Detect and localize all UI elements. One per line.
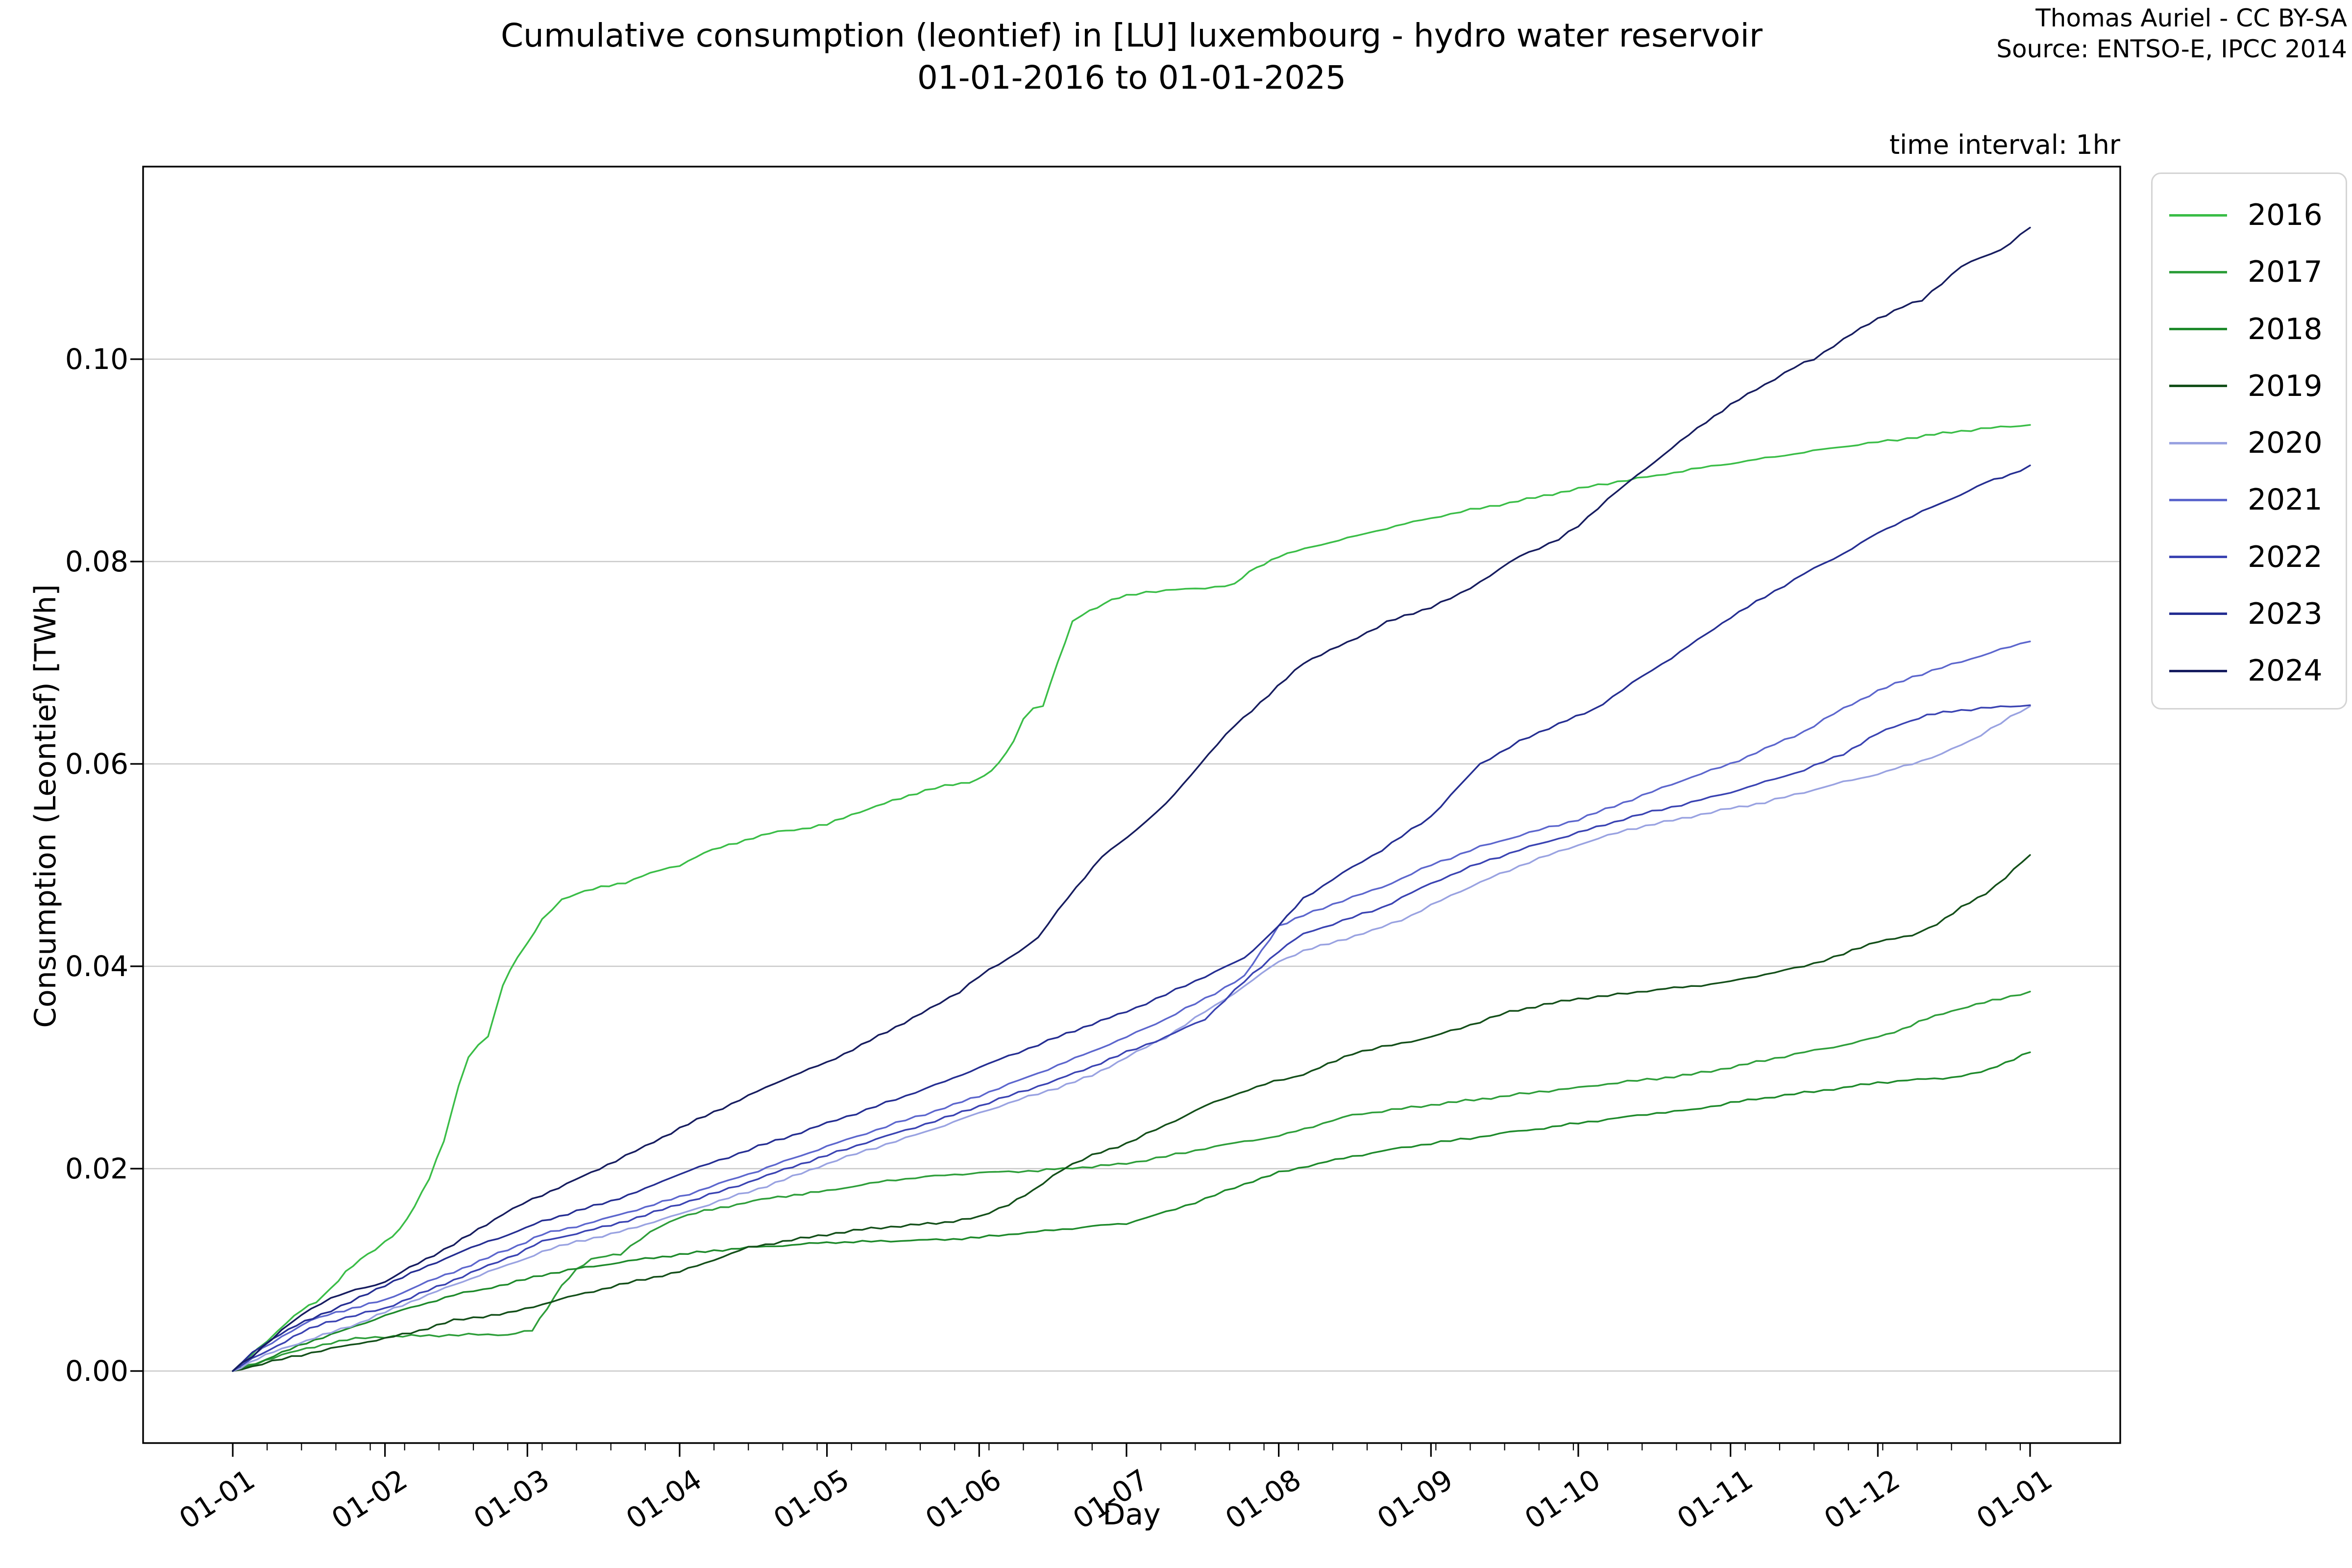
legend-item: 2017 [2169, 249, 2331, 294]
series-line-2021 [232, 640, 2031, 1372]
legend-label: 2018 [2248, 312, 2323, 346]
y-tick-label: 0.04 [65, 950, 128, 983]
y-tick-label: 0.06 [65, 747, 128, 781]
legend-item: 2023 [2169, 591, 2331, 637]
legend-line-swatch [2169, 441, 2227, 444]
credit-source: Source: ENTSO-E, IPCC 2014 [1996, 35, 2347, 63]
legend-item: 2021 [2169, 477, 2331, 522]
y-tick-label: 0.00 [65, 1354, 128, 1388]
legend-line-swatch [2169, 270, 2227, 273]
axes-box [142, 166, 2121, 1444]
legend-line-swatch [2169, 214, 2227, 217]
series-line-2018 [232, 1051, 2031, 1372]
legend: 2016 2017 2018 2019 2020 2021 2022 2023 2024 [2151, 172, 2347, 710]
series-line-2022 [232, 704, 2031, 1372]
legend-line-swatch [2169, 669, 2227, 672]
chart-title: Cumulative consumption (leontief) in [LU… [500, 17, 1763, 54]
legend-item: 2018 [2169, 307, 2331, 352]
series-line-2023 [232, 465, 2031, 1372]
legend-item: 2019 [2169, 364, 2331, 409]
x-axis-label: Day [1102, 1497, 1161, 1532]
legend-label: 2019 [2248, 368, 2323, 403]
legend-label: 2017 [2248, 255, 2323, 290]
series-line-2024 [232, 226, 2031, 1372]
legend-line-swatch [2169, 385, 2227, 388]
legend-item: 2022 [2169, 535, 2331, 580]
legend-line-swatch [2169, 498, 2227, 501]
legend-line-swatch [2169, 328, 2227, 330]
credit-author: Thomas Auriel - CC BY-SA [2035, 4, 2347, 32]
legend-item: 2024 [2169, 648, 2331, 693]
credit-block: Thomas Auriel - CC BY-SA Source: ENTSO-E… [1996, 3, 2347, 65]
chart-subtitle: 01-01-2016 to 01-01-2025 [917, 59, 1347, 97]
legend-label: 2021 [2248, 483, 2323, 517]
y-tick-label: 0.08 [65, 545, 128, 578]
time-interval-note: time interval: 1hr [1889, 129, 2120, 160]
series-line-2017 [232, 990, 2031, 1372]
legend-item: 2016 [2169, 193, 2331, 238]
series-line-2020 [232, 705, 2031, 1372]
legend-label: 2020 [2248, 426, 2323, 460]
y-tick-label: 0.02 [65, 1152, 128, 1185]
y-tick-label: 0.10 [65, 343, 128, 376]
legend-label: 2022 [2248, 539, 2323, 574]
legend-line-swatch [2169, 612, 2227, 615]
legend-line-swatch [2169, 556, 2227, 558]
legend-label: 2023 [2248, 596, 2323, 631]
legend-label: 2016 [2248, 198, 2323, 232]
legend-item: 2020 [2169, 420, 2331, 466]
legend-label: 2024 [2248, 654, 2323, 688]
chart-title-block: Cumulative consumption (leontief) in [LU… [143, 15, 2120, 99]
series-line-2019 [232, 854, 2031, 1372]
series-line-2016 [232, 424, 2031, 1372]
